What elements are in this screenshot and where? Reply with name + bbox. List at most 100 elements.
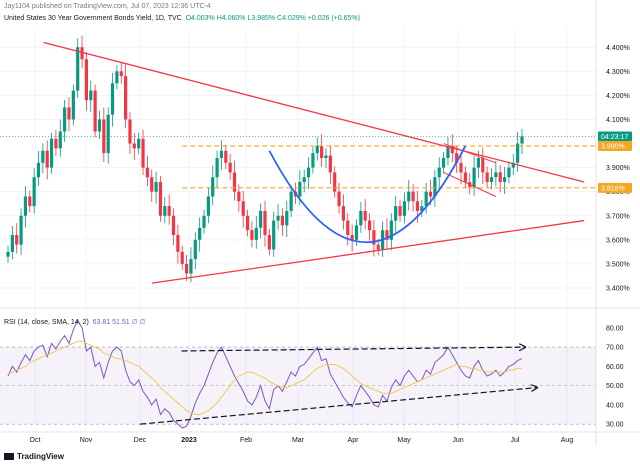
time-tick-label: Jul (511, 437, 520, 444)
candle-body (41, 150, 45, 163)
time-tick-label: Nov (80, 437, 93, 444)
candle-body (228, 162, 232, 173)
candle-body (420, 206, 424, 211)
price-tick-label: 3.900% (606, 165, 630, 172)
candle-body (450, 145, 454, 154)
candle-body (176, 235, 180, 252)
candle-body (106, 114, 110, 154)
candle-body (402, 201, 406, 216)
candle-body (32, 177, 36, 207)
candle-body (97, 119, 102, 132)
candle-body (272, 220, 276, 250)
candle-body (171, 215, 176, 236)
candle-body (211, 177, 215, 197)
candle-body (102, 119, 106, 154)
price-tick-label: 4.300% (606, 69, 630, 76)
candle-body (520, 136, 524, 144)
candle-body (398, 206, 402, 216)
rsi-legend-line: RSI (14, close, SMA, 14, 2) 63.81 51.51 … (4, 318, 146, 326)
candle-body (354, 225, 359, 240)
candle-body (367, 220, 372, 231)
candle-body (324, 155, 328, 158)
time-tick-label: Oct (30, 437, 41, 444)
price-tag-label: 3.816% (601, 185, 625, 192)
rsi-trend-arrow (181, 347, 525, 352)
rsi-band (0, 347, 596, 425)
time-tick-label: Mar (292, 437, 305, 444)
price-tick-label: 3.600% (606, 237, 630, 244)
candle-body (198, 227, 202, 240)
candle-body (320, 145, 324, 158)
candle-body (54, 138, 58, 149)
candle-body (232, 172, 237, 192)
rsi-pane[interactable] (0, 318, 596, 429)
candle-body (189, 259, 193, 274)
ohlc-values: O4.003% H4.060% L3.985% C4.029% +0.026 (… (185, 15, 360, 22)
candle-body (280, 215, 285, 226)
candle-body (15, 235, 19, 245)
rsi-ma-line (7, 340, 522, 415)
candle-body (485, 172, 489, 183)
candle-body (237, 191, 241, 202)
candle-body (507, 167, 511, 178)
rsi-tick-label: 40.00 (606, 402, 624, 409)
candle-body (206, 196, 210, 216)
candle-body (372, 230, 376, 245)
candle-body (289, 191, 293, 211)
candle-body (58, 131, 62, 149)
candle-body (184, 263, 189, 274)
time-tick-label: May (397, 437, 411, 444)
candle-body (411, 191, 415, 202)
candle-body (137, 138, 141, 149)
candle-body (285, 210, 289, 226)
candle-body (167, 206, 171, 216)
candle-body (80, 47, 84, 60)
published-line: Jay1104 published on TradingView.com, Ju… (4, 3, 211, 10)
candle-body (250, 230, 254, 240)
candle-body (376, 244, 380, 250)
tradingview-logo-icon (4, 453, 14, 461)
price-pane[interactable] (0, 35, 596, 284)
candle-body (385, 230, 389, 240)
rsi-line (7, 318, 523, 429)
candle-body (49, 138, 54, 168)
time-tick-label: Apr (348, 437, 360, 444)
candle-body (337, 191, 341, 207)
symbol-title: United States 30 Year Government Bonds Y… (4, 15, 182, 22)
candle-body (489, 177, 494, 183)
candle-body (394, 206, 398, 221)
candle-body (67, 107, 71, 120)
candle-body (110, 83, 115, 115)
rsi-values: 63.81 51.51 ∅ ∅ (92, 319, 146, 326)
candle-body (154, 182, 158, 192)
candle-body (76, 47, 80, 91)
candle-body (263, 210, 267, 236)
price-tick-label: 4.200% (606, 93, 630, 100)
price-tick-label: 3.400% (606, 285, 630, 292)
candle-body (441, 157, 446, 168)
candle-body (202, 215, 206, 228)
flag-lower (443, 171, 497, 197)
candle-body (10, 235, 14, 252)
candle-body (224, 150, 228, 163)
time-tick-label: Feb (240, 437, 252, 444)
candle-body (28, 196, 32, 207)
candle-body (245, 215, 250, 231)
candle-body (141, 138, 145, 168)
candle-body (498, 172, 502, 183)
candle-body (71, 90, 75, 120)
candle-body (428, 191, 433, 197)
price-tick-label: 3.500% (606, 261, 630, 268)
candle-body (328, 155, 332, 173)
candle-body (89, 90, 93, 101)
flag-upper (443, 143, 497, 164)
trendline (43, 41, 585, 183)
candle-body (93, 90, 97, 132)
candle-body (407, 191, 411, 202)
rsi-tick-label: 60.00 (606, 364, 624, 371)
candle-body (45, 150, 49, 168)
candle-body (124, 76, 128, 120)
tradingview-logo[interactable]: TradingView (4, 452, 64, 461)
candle-body (6, 251, 10, 257)
